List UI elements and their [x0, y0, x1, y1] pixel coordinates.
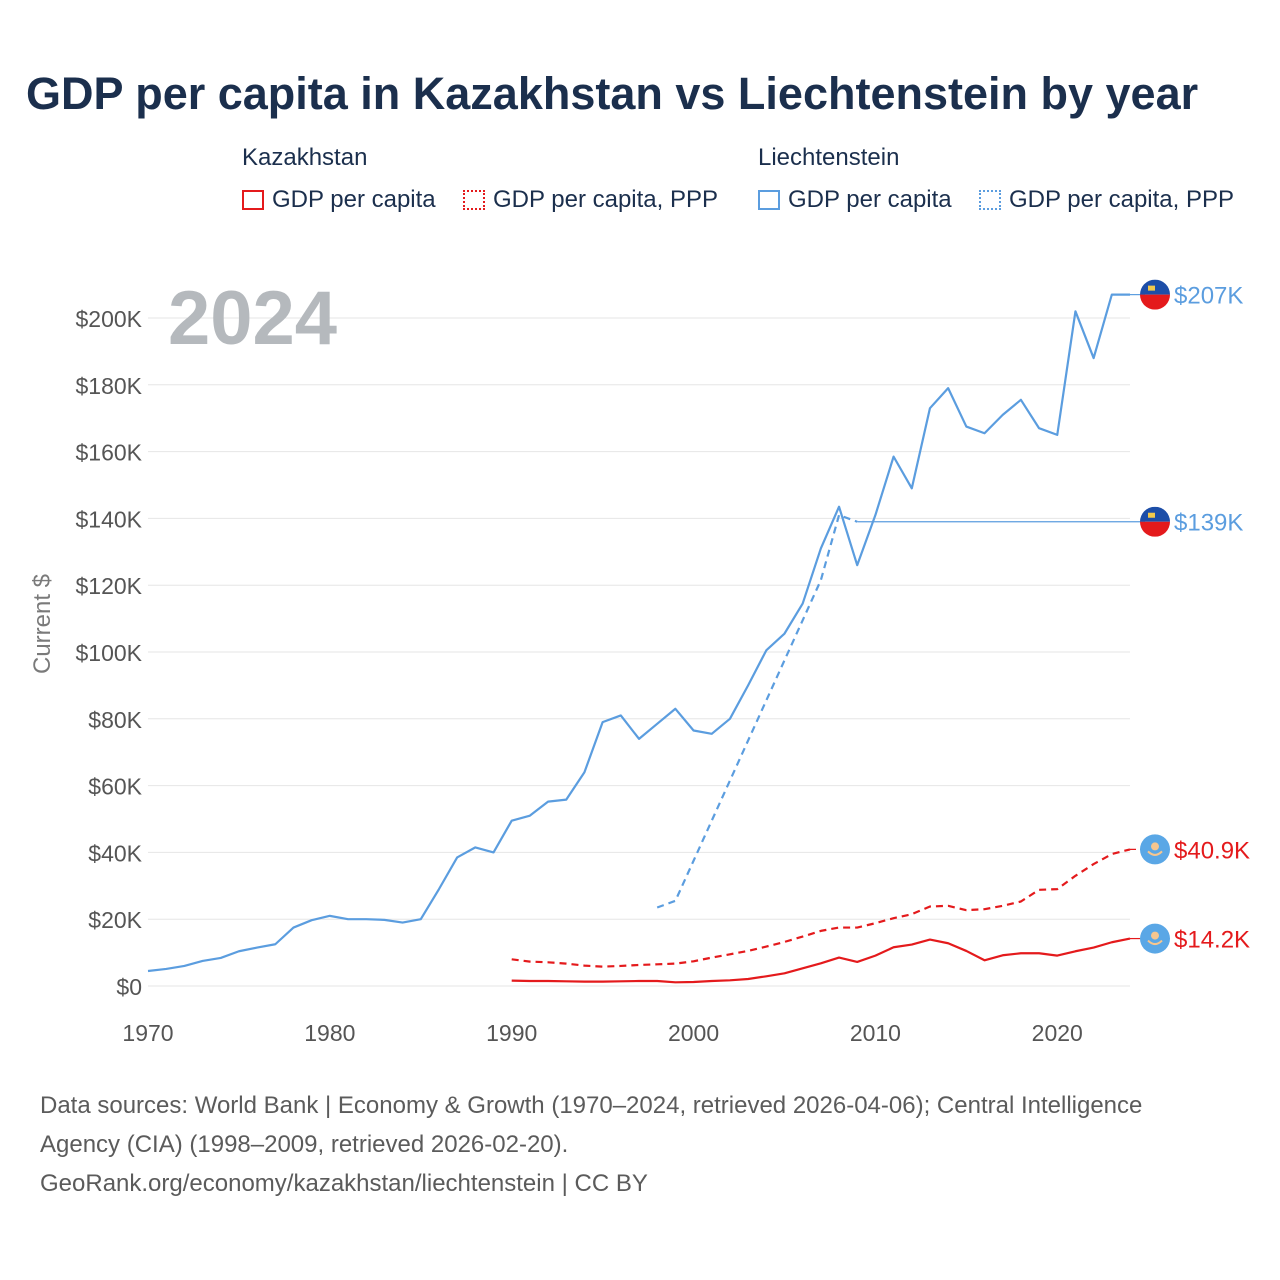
- end-value-label: $139K: [1174, 510, 1243, 537]
- series-line-liechtenstein-gdp-per-capita: [147, 293, 1130, 973]
- liechtenstein-flag-icon: [1140, 506, 1170, 537]
- series-line-kazakhstan-gdp-per-capita: [511, 937, 1131, 984]
- legend-item-liechtenstein-gdp-ppp[interactable]: GDP per capita, PPP: [979, 186, 1234, 214]
- legend-heading-kazakhstan: Kazakhstan: [242, 144, 368, 171]
- x-tick-label: 2020: [1032, 1020, 1083, 1046]
- end-labels: $207K $139K $40.9K $14.2K: [857, 279, 1250, 954]
- legend-label: GDP per capita, PPP: [493, 186, 718, 213]
- series-line-liechtenstein-gdp-per-capita-ppp: [656, 513, 858, 909]
- kazakhstan-flag-icon: [1140, 923, 1170, 954]
- y-tick-label: $20K: [88, 907, 142, 933]
- y-tick-label: $40K: [88, 840, 142, 866]
- legend-label: GDP per capita: [272, 186, 436, 213]
- legend-item-liechtenstein-gdp[interactable]: GDP per capita: [758, 186, 952, 214]
- liechtenstein-flag-icon: [1140, 279, 1170, 310]
- footer-attribution[interactable]: GeoRank.org/economy/kazakhstan/liechtens…: [40, 1170, 648, 1197]
- legend-swatch-solid-red: [242, 190, 264, 210]
- y-tick-label: $200K: [75, 306, 142, 332]
- legend-label: GDP per capita, PPP: [1009, 186, 1234, 213]
- y-tick-label: $120K: [75, 573, 142, 599]
- x-axis: 1970 1980 1990 2000 2010 2020: [122, 1020, 1082, 1046]
- y-tick-label: $140K: [75, 506, 142, 532]
- x-tick-label: 2010: [850, 1020, 901, 1046]
- x-tick-label: 1970: [122, 1020, 173, 1046]
- line-chart: 2024 $0 $20K $40K $60K $80K $100K $120K $140K $1…: [29, 276, 1250, 1046]
- y-tick-label: $180K: [75, 373, 142, 399]
- end-value-label: $14.2K: [1174, 927, 1250, 954]
- footer: Data sources: World Bank | Economy & Gro…: [40, 1086, 1250, 1203]
- legend-label: GDP per capita: [788, 186, 952, 213]
- y-tick-label: $60K: [88, 774, 142, 800]
- x-tick-label: 1980: [304, 1020, 355, 1046]
- y-tick-label: $160K: [75, 440, 142, 466]
- legend-swatch-dotted-red: [463, 190, 485, 210]
- series-group: [147, 293, 1131, 984]
- chart-title: GDP per capita in Kazakhstan vs Liechten…: [26, 68, 1199, 119]
- footer-sources-line2: Agency (CIA) (1998–2009, retrieved 2026-…: [40, 1131, 569, 1158]
- legend-heading-liechtenstein: Liechtenstein: [758, 144, 900, 171]
- x-tick-label: 2000: [668, 1020, 719, 1046]
- legend-item-kazakhstan-gdp-ppp[interactable]: GDP per capita, PPP: [463, 186, 718, 214]
- legend-swatch-dotted-blue: [979, 190, 1001, 210]
- legend-item-kazakhstan-gdp[interactable]: GDP per capita: [242, 186, 436, 214]
- year-watermark: 2024: [168, 276, 337, 361]
- y-tick-label: $80K: [88, 707, 142, 733]
- grid: [148, 317, 1130, 987]
- y-tick-label: $100K: [75, 640, 142, 666]
- series-line-kazakhstan-gdp-per-capita-ppp: [511, 848, 1131, 968]
- legend-swatch-solid-blue: [758, 190, 780, 210]
- end-value-label: $40.9K: [1174, 837, 1250, 864]
- end-value-label: $207K: [1174, 283, 1243, 310]
- y-axis-label: Current $: [29, 574, 56, 674]
- kazakhstan-flag-icon: [1140, 834, 1170, 865]
- y-tick-label: $0: [116, 974, 142, 1000]
- footer-sources-line1: Data sources: World Bank | Economy & Gro…: [40, 1092, 1143, 1119]
- x-tick-label: 1990: [486, 1020, 537, 1046]
- y-axis: $0 $20K $40K $60K $80K $100K $120K $140K $160K $1…: [75, 306, 142, 1000]
